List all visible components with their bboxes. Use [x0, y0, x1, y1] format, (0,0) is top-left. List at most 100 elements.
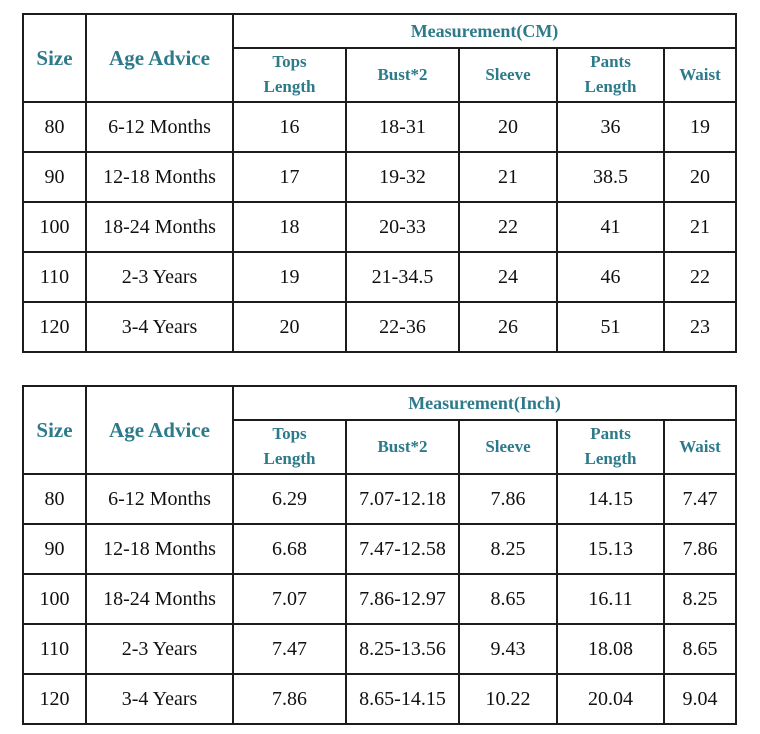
- table-cell: 8.25: [458, 523, 558, 575]
- table-cell: 7.07-12.18: [345, 473, 460, 525]
- size-header: Size: [22, 385, 87, 475]
- sleeve-header: Sleeve: [458, 47, 558, 103]
- table-cell: 8.65-14.15: [345, 673, 460, 725]
- table-cell: 14.15: [556, 473, 665, 525]
- table-cell: 23: [662, 301, 738, 353]
- table-cell: 12-18 Months: [85, 523, 234, 575]
- table-cell: 51: [556, 301, 665, 353]
- table-body: 80 6-12 Months 16 18-31 20 36 19 90 12-1…: [22, 101, 738, 353]
- table-cell: 18-24 Months: [85, 573, 234, 625]
- table-cell: 90: [22, 523, 87, 575]
- table-cell: 24: [458, 251, 558, 303]
- table-cell: 7.86: [662, 523, 738, 575]
- table-cell: 9.04: [662, 673, 738, 725]
- tops-length-header: Tops Length: [232, 419, 347, 475]
- size-table-cm: Size Age Advice Measurement(CM) Tops Len…: [22, 13, 738, 353]
- table-cell: 100: [22, 573, 87, 625]
- table-cell: 19-32: [345, 151, 460, 203]
- table-cell: 7.47: [232, 623, 347, 675]
- table-row: 90 12-18 Months 17 19-32 21 38.5 20: [22, 151, 738, 203]
- measurement-inch-header: Measurement(Inch): [231, 385, 738, 421]
- table-cell: 6-12 Months: [85, 473, 234, 525]
- table-cell: 80: [22, 101, 87, 153]
- bust-header: Bust*2: [345, 47, 460, 103]
- table-cell: 20: [232, 301, 347, 353]
- table-cell: 120: [22, 673, 87, 725]
- table-cell: 20: [662, 151, 738, 203]
- table-header: Size Age Advice Measurement(Inch) Tops L…: [22, 385, 738, 475]
- table-header: Size Age Advice Measurement(CM) Tops Len…: [22, 13, 738, 103]
- table-cell: 2-3 Years: [85, 251, 234, 303]
- table-cell: 17: [232, 151, 347, 203]
- table-cell: 19: [232, 251, 347, 303]
- pants-length-header: Pants Length: [556, 419, 665, 475]
- table-row: 80 6-12 Months 16 18-31 20 36 19: [22, 101, 738, 153]
- table-cell: 2-3 Years: [85, 623, 234, 675]
- measurement-cm-header: Measurement(CM): [231, 13, 738, 49]
- table-cell: 3-4 Years: [85, 301, 234, 353]
- table-cell: 18-31: [345, 101, 460, 153]
- table-cell: 90: [22, 151, 87, 203]
- table-cell: 16.11: [556, 573, 665, 625]
- bust-header: Bust*2: [345, 419, 460, 475]
- pants-length-header: Pants Length: [556, 47, 665, 103]
- table-cell: 6-12 Months: [85, 101, 234, 153]
- table-cell: 110: [22, 251, 87, 303]
- table-cell: 22-36: [345, 301, 460, 353]
- table-row: Size Age Advice Measurement(CM): [22, 13, 738, 103]
- table-cell: 36: [556, 101, 665, 153]
- table-row: Size Age Advice Measurement(Inch): [22, 385, 738, 475]
- table-cell: 7.86: [458, 473, 558, 525]
- table-cell: 7.86: [232, 673, 347, 725]
- table-cell: 7.47: [662, 473, 738, 525]
- table-cell: 20.04: [556, 673, 665, 725]
- table-cell: 100: [22, 201, 87, 253]
- table-cell: 110: [22, 623, 87, 675]
- table-cell: 8.25-13.56: [345, 623, 460, 675]
- table-row: 90 12-18 Months 6.68 7.47-12.58 8.25 15.…: [22, 523, 738, 575]
- table-cell: 18-24 Months: [85, 201, 234, 253]
- table-cell: 80: [22, 473, 87, 525]
- table-row: 110 2-3 Years 19 21-34.5 24 46 22: [22, 251, 738, 303]
- table-cell: 21: [662, 201, 738, 253]
- table-cell: 18: [232, 201, 347, 253]
- table-cell: 6.29: [232, 473, 347, 525]
- age-advice-header: Age Advice: [85, 385, 234, 475]
- table-body: 80 6-12 Months 6.29 7.07-12.18 7.86 14.1…: [22, 473, 738, 725]
- age-advice-header: Age Advice: [85, 13, 234, 103]
- table-cell: 41: [556, 201, 665, 253]
- sleeve-header: Sleeve: [458, 419, 558, 475]
- table-cell: 20: [458, 101, 558, 153]
- waist-header: Waist: [662, 419, 738, 475]
- table-cell: 19: [662, 101, 738, 153]
- table-row: 100 18-24 Months 7.07 7.86-12.97 8.65 16…: [22, 573, 738, 625]
- table-cell: 7.86-12.97: [345, 573, 460, 625]
- table-cell: 3-4 Years: [85, 673, 234, 725]
- table-cell: 18.08: [556, 623, 665, 675]
- table-cell: 22: [458, 201, 558, 253]
- table-cell: 21: [458, 151, 558, 203]
- table-row: 110 2-3 Years 7.47 8.25-13.56 9.43 18.08…: [22, 623, 738, 675]
- table-cell: 12-18 Months: [85, 151, 234, 203]
- table-row: Tops Length Bust*2 Sleeve Pants Length W…: [23, 47, 738, 103]
- table-cell: 26: [458, 301, 558, 353]
- table-cell: 120: [22, 301, 87, 353]
- tops-length-header: Tops Length: [232, 47, 347, 103]
- table-cell: 21-34.5: [345, 251, 460, 303]
- table-cell: 8.65: [458, 573, 558, 625]
- size-table-inch: Size Age Advice Measurement(Inch) Tops L…: [22, 385, 738, 725]
- table-cell: 9.43: [458, 623, 558, 675]
- table-cell: 16: [232, 101, 347, 153]
- table-cell: 22: [662, 251, 738, 303]
- waist-header: Waist: [662, 47, 738, 103]
- table-row: Tops Length Bust*2 Sleeve Pants Length W…: [23, 419, 738, 475]
- table-cell: 8.25: [662, 573, 738, 625]
- table-cell: 46: [556, 251, 665, 303]
- size-header: Size: [22, 13, 87, 103]
- table-cell: 6.68: [232, 523, 347, 575]
- table-cell: 38.5: [556, 151, 665, 203]
- table-row: 120 3-4 Years 7.86 8.65-14.15 10.22 20.0…: [22, 673, 738, 725]
- table-row: 80 6-12 Months 6.29 7.07-12.18 7.86 14.1…: [22, 473, 738, 525]
- table-cell: 7.07: [232, 573, 347, 625]
